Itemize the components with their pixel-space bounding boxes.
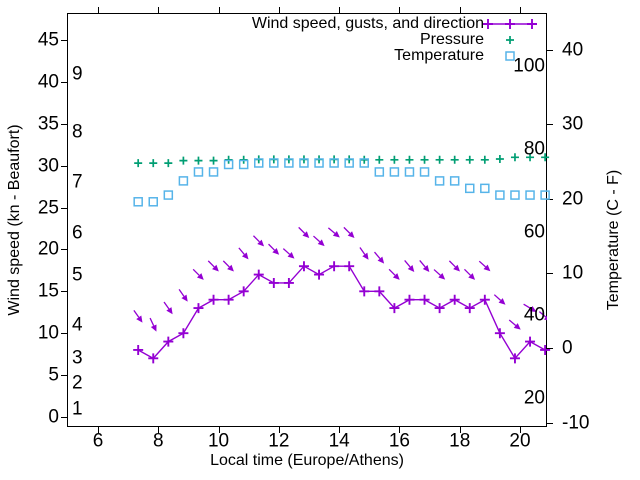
y2-axis-title: Temperature (C - F) bbox=[605, 169, 622, 311]
x-tick-label-10: 10 bbox=[207, 430, 230, 452]
x-tick-label-18: 18 bbox=[449, 430, 471, 452]
kn-tick-label-45: 45 bbox=[37, 29, 59, 51]
celsius-tick-label-40: 40 bbox=[562, 39, 584, 61]
gust-arrows bbox=[133, 226, 547, 332]
fahrenheit-label-100: 100 bbox=[513, 55, 545, 77]
kn-tick-label-10: 10 bbox=[37, 322, 59, 344]
kn-tick-label-35: 35 bbox=[37, 113, 59, 135]
kn-tick-label-5: 5 bbox=[48, 364, 59, 386]
celsius-tick-label--10: -10 bbox=[562, 412, 590, 434]
x-axis-title: Local time (Europe/Athens) bbox=[210, 452, 404, 469]
x-tick-label-12: 12 bbox=[268, 430, 290, 452]
fahrenheit-label-80: 80 bbox=[523, 138, 545, 160]
beaufort-label-5: 5 bbox=[72, 264, 83, 286]
beaufort-label-6: 6 bbox=[72, 222, 83, 244]
kn-tick-label-40: 40 bbox=[37, 71, 59, 93]
beaufort-label-4: 4 bbox=[72, 314, 83, 336]
kn-tick-label-25: 25 bbox=[37, 197, 59, 219]
beaufort-label-1: 1 bbox=[72, 398, 83, 420]
y-axis-title: Wind speed (kn - Beaufort) bbox=[6, 124, 23, 316]
x-tick-label-8: 8 bbox=[152, 430, 164, 452]
beaufort-label-3: 3 bbox=[72, 347, 83, 369]
celsius-tick-label-10: 10 bbox=[562, 262, 584, 284]
celsius-tick-label-20: 20 bbox=[562, 188, 584, 210]
celsius-tick-label-0: 0 bbox=[562, 337, 573, 359]
fahrenheit-label-60: 60 bbox=[523, 221, 545, 243]
legend-label-temperature: Temperature bbox=[394, 47, 484, 64]
kn-tick-label-30: 30 bbox=[37, 155, 59, 177]
legend-label-pressure: Pressure bbox=[419, 31, 484, 48]
beaufort-label-8: 8 bbox=[72, 121, 83, 143]
temperature-points bbox=[133, 158, 550, 207]
pressure-points bbox=[134, 153, 550, 168]
kn-tick-label-20: 20 bbox=[37, 238, 59, 260]
x-tick-label-20: 20 bbox=[509, 430, 531, 452]
beaufort-label-7: 7 bbox=[72, 171, 83, 193]
plot-border bbox=[61, 7, 553, 433]
x-tick-label-6: 6 bbox=[92, 430, 104, 452]
beaufort-label-9: 9 bbox=[72, 63, 83, 84]
wind-speed-line bbox=[133, 261, 551, 364]
legend-label-wind: Wind speed, gusts, and direction bbox=[251, 15, 484, 32]
beaufort-label-2: 2 bbox=[72, 372, 83, 394]
kn-tick-label-15: 15 bbox=[37, 280, 59, 302]
celsius-tick-label-30: 30 bbox=[562, 113, 584, 135]
fahrenheit-label-20: 20 bbox=[523, 387, 545, 409]
kn-tick-label-0: 0 bbox=[48, 406, 59, 428]
x-tick-label-14: 14 bbox=[328, 430, 350, 452]
x-tick-label-16: 16 bbox=[388, 430, 410, 452]
legend-markers bbox=[483, 19, 537, 61]
fahrenheit-label-40: 40 bbox=[523, 304, 545, 326]
